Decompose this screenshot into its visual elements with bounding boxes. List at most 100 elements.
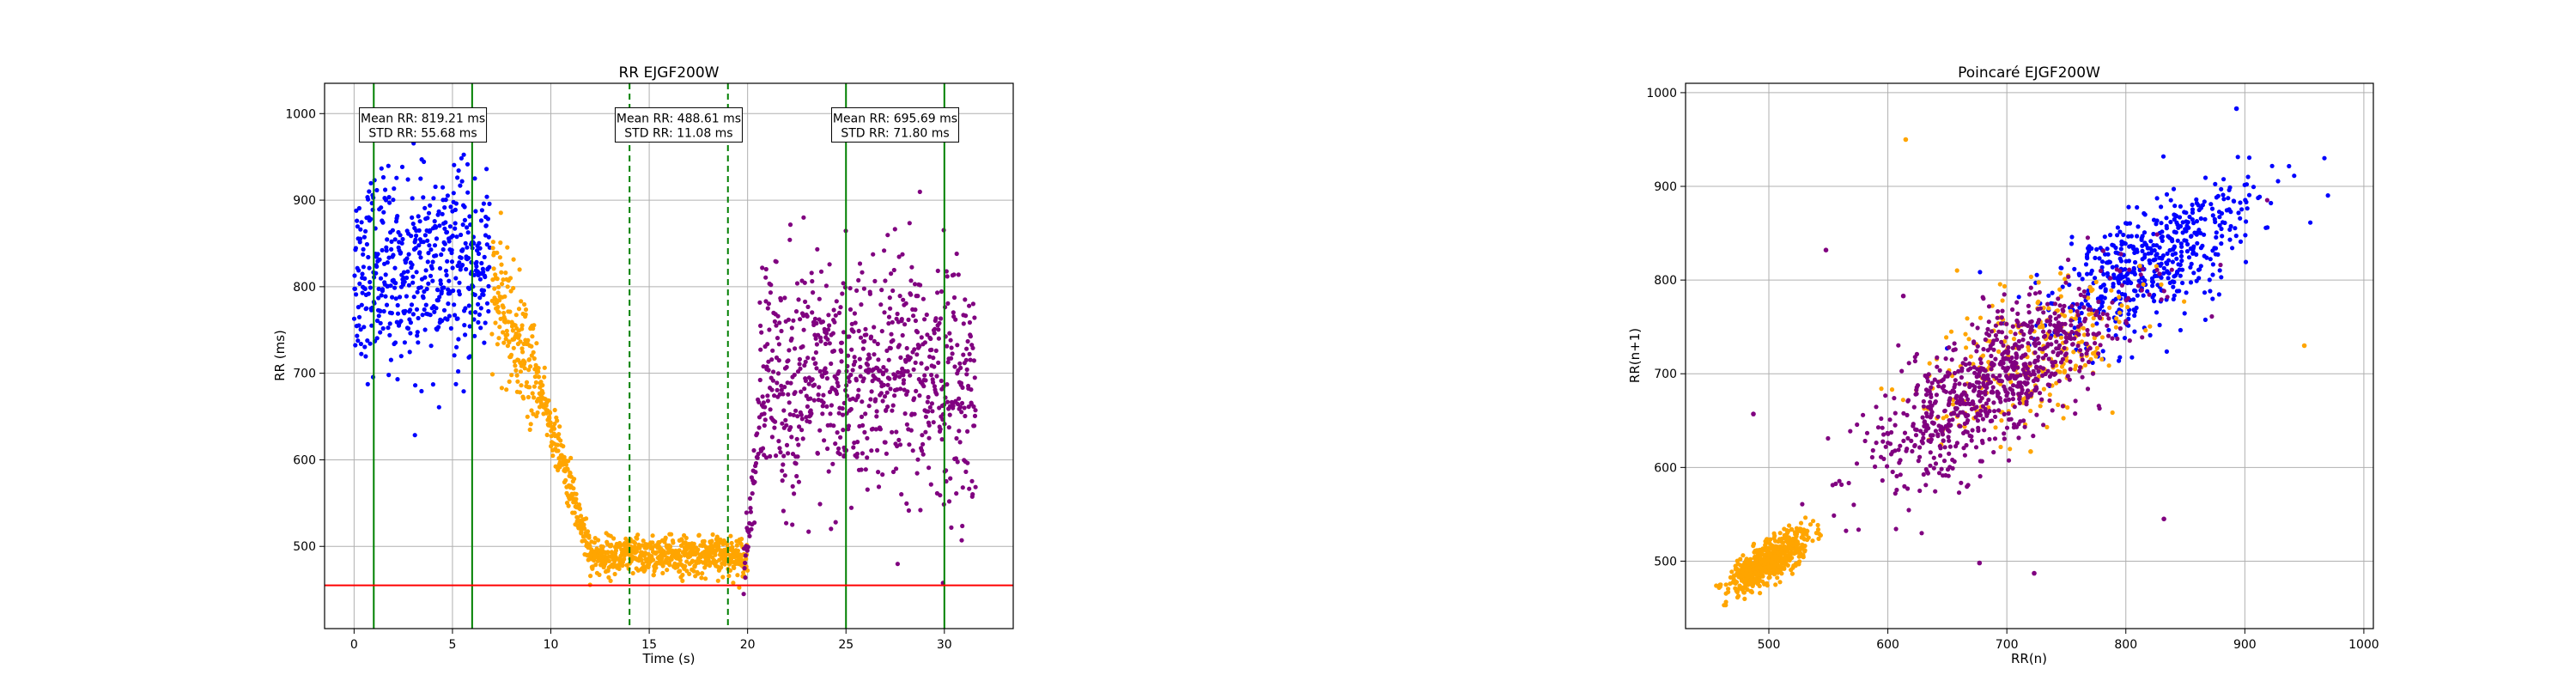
poincare-data-point — [2123, 267, 2128, 272]
rr-data-point — [862, 338, 867, 344]
poincare-data-point — [1999, 339, 2004, 344]
rr-data-point — [921, 384, 927, 389]
poincare-data-point — [2081, 305, 2087, 310]
poincare-data-point — [2233, 234, 2239, 239]
poincare-data-point — [1971, 340, 1977, 345]
rr-data-point — [776, 358, 781, 363]
rr-data-point — [353, 246, 358, 251]
rr-y-tick-label: 800 — [293, 281, 316, 295]
poincare-data-point — [2172, 229, 2177, 234]
poincare-data-point — [2032, 341, 2037, 346]
rr-data-point — [513, 368, 519, 373]
poincare-data-point — [1726, 589, 1731, 595]
rr-stats-std-text: STD RR: 71.80 ms — [841, 126, 949, 140]
rr-data-point — [863, 326, 868, 331]
rr-data-point — [425, 259, 430, 264]
rr-data-point — [744, 556, 749, 562]
rr-data-point — [750, 491, 755, 496]
poincare-data-point — [2172, 293, 2177, 298]
rr-data-point — [517, 267, 522, 272]
rr-data-point — [462, 323, 467, 328]
rr-data-point — [912, 282, 918, 287]
rr-data-point — [462, 204, 467, 210]
rr-data-point — [526, 357, 532, 362]
poincare-data-point — [1726, 587, 1731, 592]
poincare-data-point — [2159, 297, 2164, 302]
rr-data-point — [420, 313, 425, 318]
rr-data-point — [899, 317, 904, 322]
poincare-data-point — [1893, 526, 1899, 532]
poincare-data-point — [1792, 530, 1797, 535]
rr-data-point — [364, 241, 369, 247]
rr-data-point — [448, 325, 454, 331]
rr-stats-box-frame — [359, 106, 488, 143]
rr-data-point — [889, 331, 894, 337]
rr-data-point — [808, 396, 813, 401]
rr-data-point — [637, 545, 642, 550]
rr-data-point — [719, 565, 724, 570]
poincare-data-point — [2069, 323, 2074, 328]
poincare-data-point — [2063, 280, 2069, 285]
poincare-data-point — [1921, 471, 1926, 477]
rr-data-point — [869, 448, 874, 453]
poincare-data-point — [2202, 290, 2208, 295]
poincare-data-point — [1929, 380, 1935, 386]
rr-data-point — [784, 442, 790, 448]
poincare-data-point — [1803, 515, 1808, 520]
poincare-data-point — [1832, 513, 1837, 519]
pc-x-tick-label: 500 — [1758, 638, 1781, 652]
rr-data-point — [929, 401, 934, 406]
rr-data-point — [799, 428, 805, 433]
poincare-chart: Poincaré EJGF200W 500 600 700 800 900 1000500… — [1627, 64, 2379, 666]
poincare-data-point — [1723, 599, 1728, 605]
poincare-data-point — [1982, 376, 1987, 382]
poincare-data-point — [2041, 310, 2046, 315]
rr-data-point — [497, 298, 502, 303]
rr-data-point — [840, 406, 845, 411]
rr-data-point — [354, 208, 359, 213]
poincare-data-point — [1798, 551, 1803, 556]
poincare-data-point — [1936, 384, 1941, 389]
poincare-data-point — [1742, 596, 1747, 602]
rr-data-point — [913, 360, 918, 365]
rr-data-point — [368, 285, 373, 290]
rr-data-point — [352, 286, 358, 291]
poincare-data-point — [1962, 382, 1967, 387]
rr-data-point — [781, 453, 787, 459]
rr-data-point — [742, 566, 747, 571]
rr-data-point — [821, 392, 826, 398]
rr-data-point — [540, 383, 545, 388]
rr-data-point — [758, 323, 763, 328]
poincare-data-point — [2148, 332, 2153, 337]
poincare-data-point — [2006, 345, 2011, 350]
rr-data-point — [473, 310, 478, 315]
rr-data-point — [587, 544, 592, 549]
poincare-data-point — [1864, 430, 1870, 435]
rr-data-point — [856, 387, 861, 392]
rr-data-point — [917, 189, 922, 194]
rr-data-point — [555, 442, 561, 447]
rr-data-point — [425, 238, 430, 243]
rr-data-point — [914, 471, 920, 476]
rr-data-point — [967, 319, 972, 325]
rr-data-point — [522, 366, 527, 371]
poincare-data-point — [1735, 558, 1740, 563]
rr-data-point — [836, 310, 842, 315]
rr-data-point — [883, 440, 888, 445]
poincare-data-point — [2094, 321, 2099, 326]
rr-data-point — [380, 287, 386, 292]
rr-data-point — [361, 246, 366, 252]
poincare-data-point — [2005, 375, 2010, 380]
poincare-data-point — [1934, 392, 1939, 398]
rr-data-point — [456, 168, 461, 173]
rr-data-point — [408, 307, 413, 313]
rr-data-point — [378, 320, 383, 325]
rr-data-point — [746, 530, 751, 535]
poincare-data-point — [2097, 406, 2102, 411]
rr-data-point — [797, 356, 803, 362]
poincare-data-point — [1984, 411, 1990, 416]
rr-data-point — [417, 219, 422, 224]
rr-data-point — [857, 261, 863, 266]
poincare-data-point — [2110, 410, 2115, 416]
rr-data-point — [442, 241, 447, 246]
